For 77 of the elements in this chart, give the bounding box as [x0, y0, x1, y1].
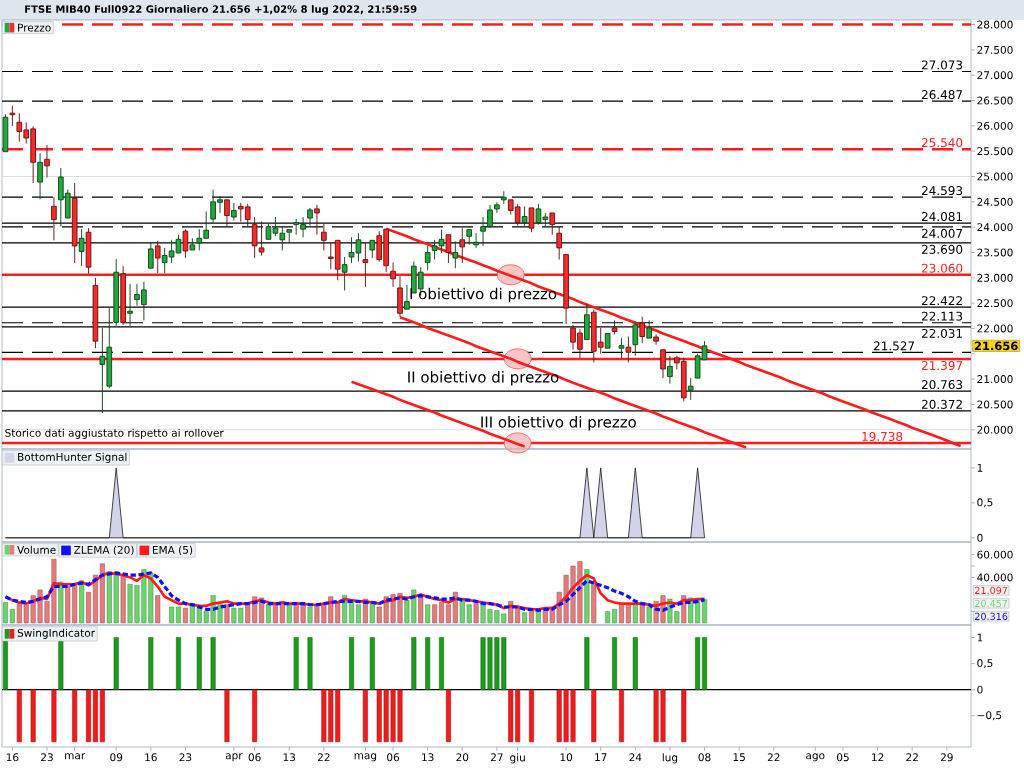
text: 21.097: [975, 586, 1008, 595]
bar: [418, 596, 424, 624]
x-tick-label: 22: [906, 753, 918, 762]
x-tick-label: 27: [490, 753, 503, 762]
x-tick-label: 17: [595, 753, 607, 761]
x-tick-label: 08: [698, 753, 711, 762]
x-tick-label: 23: [179, 753, 192, 762]
x-tick-label: 06: [248, 753, 261, 762]
y-tick-label: 0,5: [977, 498, 993, 508]
bar: [120, 574, 126, 624]
x-tick-label: 10: [560, 753, 573, 762]
y-tick-label: 1: [977, 633, 983, 642]
bar: [176, 606, 181, 624]
x-tick-label: 15: [733, 753, 745, 762]
y-tick-label: 0: [977, 685, 983, 694]
y-tick-label: 0,5: [977, 659, 993, 669]
bar: [618, 603, 624, 624]
x-tick-label: mar: [65, 753, 86, 760]
bar: [155, 595, 161, 624]
y-tick-label: −0,5: [977, 711, 1002, 721]
text: 20.457: [975, 599, 1008, 608]
x-tick-label: 16: [6, 753, 19, 762]
x-tick-label: 13: [422, 753, 434, 762]
bar: [369, 602, 375, 624]
legend-label: EMA (5): [152, 545, 193, 556]
x-tick-label: 20: [456, 753, 469, 762]
x-tick-label: 23: [41, 753, 53, 762]
bar: [473, 603, 479, 624]
bar: [79, 580, 85, 624]
bar: [169, 606, 175, 624]
legend-label: Volume: [17, 545, 56, 554]
bar: [439, 602, 444, 624]
x-tick-label: 16: [145, 753, 157, 762]
bar: [591, 582, 597, 624]
bar: [625, 603, 631, 624]
bar: [639, 604, 645, 624]
x-tick-label: lug: [662, 753, 678, 764]
x-tick-label: 05: [836, 753, 849, 762]
bar: [522, 612, 528, 624]
y-tick-label: 40.000: [977, 573, 1013, 582]
bar: [307, 606, 313, 624]
bar: [266, 604, 271, 624]
bar: [632, 603, 638, 624]
bar: [224, 604, 230, 624]
legend-label: SwingIndicator: [17, 628, 96, 639]
bar: [349, 602, 355, 624]
x-tick-label: 13: [283, 753, 296, 762]
x-tick-label: 09: [110, 753, 123, 762]
y-tick-label: 0: [977, 533, 983, 542]
bar: [286, 604, 292, 624]
bar: [9, 609, 15, 624]
bar: [425, 604, 431, 624]
bar: [99, 563, 105, 624]
bar: [432, 604, 438, 624]
x-tick-label: 24: [629, 753, 642, 762]
x-tick-label: 22: [767, 753, 780, 762]
bar: [355, 604, 361, 624]
bar: [86, 591, 92, 624]
bar: [182, 607, 188, 624]
bar: [2, 602, 8, 624]
x-tick-label: 29: [940, 753, 953, 762]
bar: [605, 611, 611, 624]
x-tick-label: apr: [225, 753, 243, 762]
x-tick-label: ago: [806, 753, 825, 762]
x-tick-label: giu: [510, 753, 525, 764]
y-tick-label: 1: [977, 464, 983, 472]
x-tick-label: 12: [872, 753, 884, 762]
bar: [702, 599, 708, 624]
text: 20.316: [975, 612, 1008, 621]
bar: [612, 609, 618, 624]
x-tick-label: 06: [387, 753, 400, 762]
legend-label: ZLEMA (20): [74, 545, 134, 556]
x-tick-label: 22: [317, 753, 330, 762]
bar: [646, 606, 652, 624]
x-tick-label: mag: [354, 753, 377, 762]
legend-label: BottomHunter Signal: [18, 452, 127, 463]
y-tick-label: 60.000: [977, 550, 1013, 559]
